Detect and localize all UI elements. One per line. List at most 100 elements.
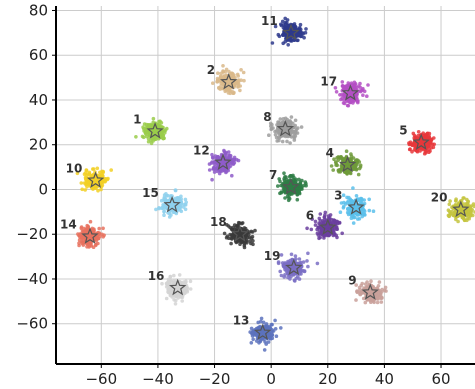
cluster-center-star — [338, 155, 357, 173]
data-point — [298, 22, 303, 27]
data-point — [239, 68, 243, 72]
data-point — [75, 171, 80, 176]
data-point — [274, 334, 279, 339]
data-point — [97, 226, 101, 231]
data-point — [174, 294, 178, 299]
data-point — [271, 126, 275, 130]
cluster-4 — [329, 149, 363, 177]
data-point — [151, 116, 156, 121]
data-point — [99, 187, 103, 192]
data-point — [161, 136, 165, 141]
cluster-12 — [207, 148, 241, 182]
data-point — [229, 71, 234, 75]
data-point — [410, 149, 414, 154]
data-point — [294, 257, 298, 261]
data-point — [359, 196, 363, 201]
data-point — [282, 171, 286, 175]
data-point — [298, 180, 303, 184]
data-point — [414, 148, 419, 152]
data-point — [86, 181, 90, 185]
data-point — [318, 235, 323, 240]
data-point — [105, 177, 110, 182]
data-point — [213, 154, 218, 158]
data-point — [291, 273, 296, 277]
data-point — [313, 219, 318, 224]
data-point — [296, 187, 301, 191]
data-point — [288, 39, 293, 43]
y-tick-label: 60 — [29, 46, 48, 64]
data-point — [354, 298, 358, 302]
data-point — [100, 172, 104, 177]
data-point — [317, 216, 322, 221]
cluster-9 — [354, 279, 388, 305]
cluster-label: 2 — [207, 63, 215, 77]
data-point — [339, 166, 344, 171]
data-point — [293, 279, 297, 283]
data-point — [347, 195, 351, 200]
data-point — [183, 197, 188, 202]
data-point — [369, 279, 373, 284]
cluster-center-star — [347, 198, 365, 215]
data-point — [236, 84, 241, 88]
data-point — [465, 202, 470, 206]
cluster-label: 18 — [210, 215, 227, 229]
data-point — [223, 160, 228, 164]
data-point — [362, 286, 366, 290]
data-point — [424, 148, 429, 153]
data-point — [471, 213, 475, 218]
data-point — [240, 221, 244, 226]
data-point — [273, 132, 278, 137]
cluster-centers — [81, 23, 470, 341]
data-point — [236, 81, 241, 86]
data-point — [315, 261, 320, 266]
data-point — [224, 87, 229, 91]
data-point — [141, 125, 145, 129]
data-point — [356, 172, 361, 177]
data-point — [83, 188, 87, 192]
data-point — [79, 181, 84, 185]
data-point — [310, 217, 315, 221]
data-point — [282, 133, 286, 138]
cluster-label: 9 — [348, 273, 356, 287]
data-point — [341, 156, 346, 161]
cluster-label: 12 — [193, 144, 210, 158]
data-point — [376, 284, 381, 288]
data-point — [267, 133, 271, 137]
data-point — [289, 115, 294, 119]
y-tick-label: 40 — [29, 91, 48, 109]
data-point — [251, 337, 255, 342]
data-point — [407, 141, 411, 145]
data-point — [81, 243, 86, 247]
cluster-label: 6 — [306, 209, 314, 223]
data-point — [264, 342, 269, 346]
x-tick-label: 0 — [266, 370, 276, 388]
data-point — [359, 283, 364, 288]
x-tick-label: −60 — [85, 370, 117, 388]
data-point — [229, 233, 234, 238]
data-point — [183, 202, 188, 207]
data-point — [281, 41, 286, 46]
data-point — [292, 23, 297, 28]
data-point — [306, 251, 310, 256]
data-point — [179, 280, 183, 285]
data-point — [454, 217, 458, 222]
data-point — [276, 184, 280, 188]
data-point — [352, 80, 357, 85]
data-point — [167, 281, 172, 286]
cluster-17 — [333, 80, 370, 108]
data-point — [229, 236, 234, 241]
data-point — [282, 275, 287, 279]
data-point — [96, 188, 100, 193]
cluster-15 — [154, 188, 188, 219]
data-point — [228, 156, 233, 160]
data-point — [367, 197, 372, 202]
data-point — [242, 78, 246, 83]
data-point — [466, 199, 470, 204]
data-point — [158, 119, 162, 124]
data-point — [157, 206, 161, 210]
data-point — [376, 297, 380, 301]
data-point — [211, 156, 215, 160]
data-point — [281, 264, 286, 268]
data-point — [361, 93, 365, 97]
data-point — [467, 216, 472, 221]
